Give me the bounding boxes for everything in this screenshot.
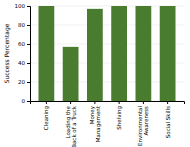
x-tick-label: Loading theBack of a Truck (65, 105, 77, 147)
y-axis: 0 20 40 60 80 100 (15, 3, 31, 104)
y-tick: 60 (18, 41, 30, 47)
x-tick-label-line: Shelving (116, 106, 123, 130)
y-tick-label: 100 (15, 3, 26, 9)
x-tick-label-line: Back of a Truck (71, 105, 77, 147)
y-axis-line (27, 7, 31, 102)
y-tick-label: 60 (18, 41, 25, 47)
y-tick: 100 (15, 3, 31, 9)
y-tick-mark (27, 25, 30, 26)
bars (38, 6, 175, 101)
y-tick-mark (27, 82, 30, 83)
x-tick: Loading theBack of a Truck (65, 101, 77, 147)
y-tick: 40 (18, 60, 30, 66)
x-tick-mark (94, 101, 95, 104)
chart: 0 20 40 60 80 100 Cleaning Loading theBack of a… (0, 0, 190, 147)
y-axis-title: Success Percentage (3, 23, 11, 83)
bar (63, 47, 79, 101)
plot: 0 20 40 60 80 100 Cleaning Loading theBack of a… (15, 3, 185, 147)
x-tick-label: Shelving (116, 106, 123, 130)
x-tick-mark (119, 101, 120, 104)
x-tick: MoneyManagement (89, 101, 102, 142)
y-tick-mark (27, 44, 30, 45)
x-tick: Social Skills (165, 101, 171, 138)
x-tick-label: MoneyManagement (89, 105, 102, 142)
x-tick-label-line: Awareness (143, 106, 149, 136)
x-tick-mark (143, 101, 144, 104)
y-tick-label: 40 (18, 60, 25, 66)
x-tick: Cleaning (43, 101, 50, 130)
y-tick-label: 80 (18, 22, 25, 28)
y-tick-label: 20 (18, 79, 25, 85)
x-tick-mark (46, 101, 47, 104)
x-tick-label: Social Skills (165, 106, 171, 138)
y-tick: 20 (18, 79, 30, 85)
y-tick: 80 (18, 22, 30, 28)
x-tick-label: Cleaning (43, 106, 50, 130)
x-tick: EnvironmentalAwareness (137, 101, 149, 146)
x-tick-label: EnvironmentalAwareness (137, 106, 149, 146)
x-axis-line (31, 102, 185, 105)
y-tick-label: 0 (22, 98, 26, 104)
x-tick: Shelving (116, 101, 123, 130)
y-tick-mark (27, 6, 30, 7)
x-axis: Cleaning Loading theBack of a Truck MoneyM… (31, 101, 185, 147)
x-tick-mark (167, 101, 168, 104)
y-tick-mark (27, 63, 30, 64)
x-tick-label-line: Management (95, 105, 102, 142)
bar (135, 6, 151, 101)
grid (30, 6, 184, 101)
x-tick-mark (70, 101, 71, 104)
bar (160, 6, 176, 101)
x-tick-label-line: Social Skills (165, 106, 171, 138)
bar (87, 9, 103, 101)
bar (38, 6, 54, 101)
y-tick-mark (27, 101, 30, 102)
x-tick-label-line: Cleaning (43, 106, 50, 130)
y-tick: 0 (22, 98, 31, 104)
bar (111, 6, 127, 101)
